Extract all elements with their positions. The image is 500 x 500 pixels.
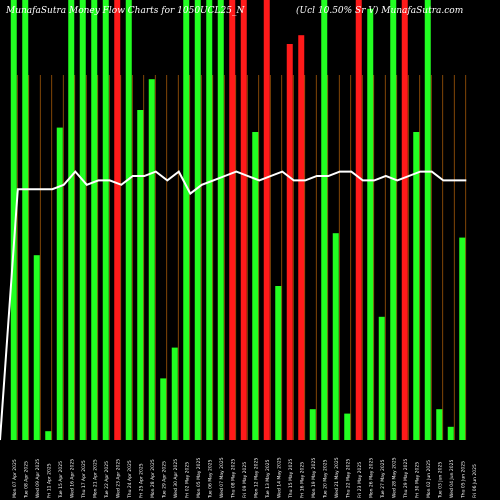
- chart-subtitle: (Ucl 10.50% Sr V) MunafaSutra.com: [296, 6, 464, 16]
- x-tick-label: Tue 06 May 2025: [207, 459, 213, 499]
- x-tick-label: Tue 15 Apr 2025: [58, 461, 64, 499]
- money-flow-line: [0, 170, 467, 441]
- x-tick-label: Wed 16 Apr 2025: [69, 459, 75, 498]
- bar-green: [332, 233, 339, 440]
- x-tick-label: Wed 09 Apr 2025: [35, 459, 41, 498]
- bar-green: [447, 426, 454, 440]
- x-tick-label: Tue 03 Jun 2025: [437, 462, 443, 499]
- x-tick-label: Tue 13 May 2025: [265, 459, 271, 499]
- bar-green: [436, 409, 443, 440]
- bar-green: [378, 316, 385, 440]
- bar-green: [206, 0, 213, 440]
- bar-green: [217, 0, 224, 440]
- x-tick-label: Fri 11 Apr 2025: [46, 463, 52, 498]
- bar-green: [171, 347, 178, 440]
- chart-title: MunafaSutra Money Flow Charts for 1050UC…: [6, 6, 245, 16]
- bar-green: [33, 255, 40, 440]
- bar-green: [413, 132, 420, 440]
- bar-green: [390, 0, 397, 440]
- bar-green: [194, 0, 201, 440]
- x-tick-label: Thu 29 May 2025: [403, 459, 409, 499]
- x-tick-label: Fri 09 May 2025: [242, 462, 248, 498]
- x-tick-label: Thu 15 May 2025: [288, 459, 294, 499]
- bar-green: [125, 0, 132, 440]
- x-tick-label: Thu 17 Apr 2025: [81, 460, 87, 499]
- bar-green: [160, 378, 167, 440]
- x-tick-label: Wed 28 May 2025: [391, 457, 397, 498]
- x-tick-label: Fri 16 May 2025: [299, 462, 305, 498]
- bar-red: [298, 35, 305, 440]
- x-tick-label: Wed 21 May 2025: [334, 457, 340, 498]
- x-tick-label: Wed 14 May 2025: [276, 457, 282, 498]
- x-tick-label: Wed 07 May 2025: [219, 457, 225, 498]
- bar-green: [367, 8, 374, 441]
- x-tick-label: Tue 20 May 2025: [322, 459, 328, 499]
- x-tick-label: Fri 23 May 2025: [357, 462, 363, 498]
- bar-green: [91, 0, 98, 440]
- bar-green: [275, 286, 282, 440]
- bar-green: [45, 431, 52, 440]
- x-tick-label: Mon 02 Jun 2025: [426, 460, 432, 498]
- x-tick-label: Mon 05 May 2025: [196, 458, 202, 498]
- x-tick-label: Mon 26 May 2025: [368, 458, 374, 498]
- x-tick-label: Wed 23 Apr 2025: [115, 459, 121, 498]
- x-tick-label: Thu 22 May 2025: [345, 459, 351, 499]
- x-tick-label: Fri 02 May 2025: [184, 462, 190, 498]
- x-tick-label: Thu 08 May 2025: [230, 459, 236, 499]
- bar-green: [22, 0, 29, 440]
- bar-red: [229, 0, 236, 440]
- bar-red: [401, 0, 408, 440]
- bar-red: [263, 0, 270, 440]
- bar-red: [114, 0, 121, 440]
- bar-green: [10, 0, 17, 440]
- x-tick-label: Wed 04 Jun 2025: [449, 460, 455, 498]
- x-tick-label: Wed 30 Apr 2025: [173, 459, 179, 498]
- x-tick-label: Fri 30 May 2025: [414, 462, 420, 498]
- x-tick-label: Mon 28 Apr 2025: [150, 459, 156, 498]
- x-tick-label: Tue 27 May 2025: [380, 459, 386, 499]
- bar-green: [137, 110, 144, 440]
- bar-green: [148, 79, 155, 440]
- bar-red: [286, 44, 293, 440]
- bar-green: [459, 237, 466, 440]
- x-tick-label: Mon 19 May 2025: [311, 458, 317, 498]
- x-tick-label: Mon 21 Apr 2025: [92, 459, 98, 498]
- x-tick-label: Thu 24 Apr 2025: [127, 460, 133, 499]
- x-tick-label: Fri 25 Apr 2025: [138, 463, 144, 498]
- bar-red: [355, 0, 362, 440]
- bar-green: [321, 0, 328, 440]
- bar-red: [240, 0, 247, 440]
- bar-green: [183, 0, 190, 440]
- bar-green: [79, 0, 86, 440]
- bar-green: [344, 413, 351, 440]
- bar-green: [56, 127, 63, 440]
- x-tick-label: Tue 22 Apr 2025: [104, 461, 110, 499]
- x-tick-label: Fri 06 Jun 2025: [472, 464, 478, 498]
- bar-green: [102, 0, 109, 440]
- x-tick-label: Mon 12 May 2025: [253, 458, 259, 498]
- x-tick-label: Tue 08 Apr 2025: [23, 461, 29, 499]
- x-tick-label: Tue 29 Apr 2025: [161, 461, 167, 499]
- x-tick-label: Mon 07 Apr 2025: [12, 459, 18, 498]
- bar-green: [252, 132, 259, 440]
- x-tick-label: Thu 05 Jun 2025: [460, 461, 466, 499]
- bar-green: [68, 0, 75, 440]
- bar-green: [309, 409, 316, 440]
- bar-green: [424, 0, 431, 440]
